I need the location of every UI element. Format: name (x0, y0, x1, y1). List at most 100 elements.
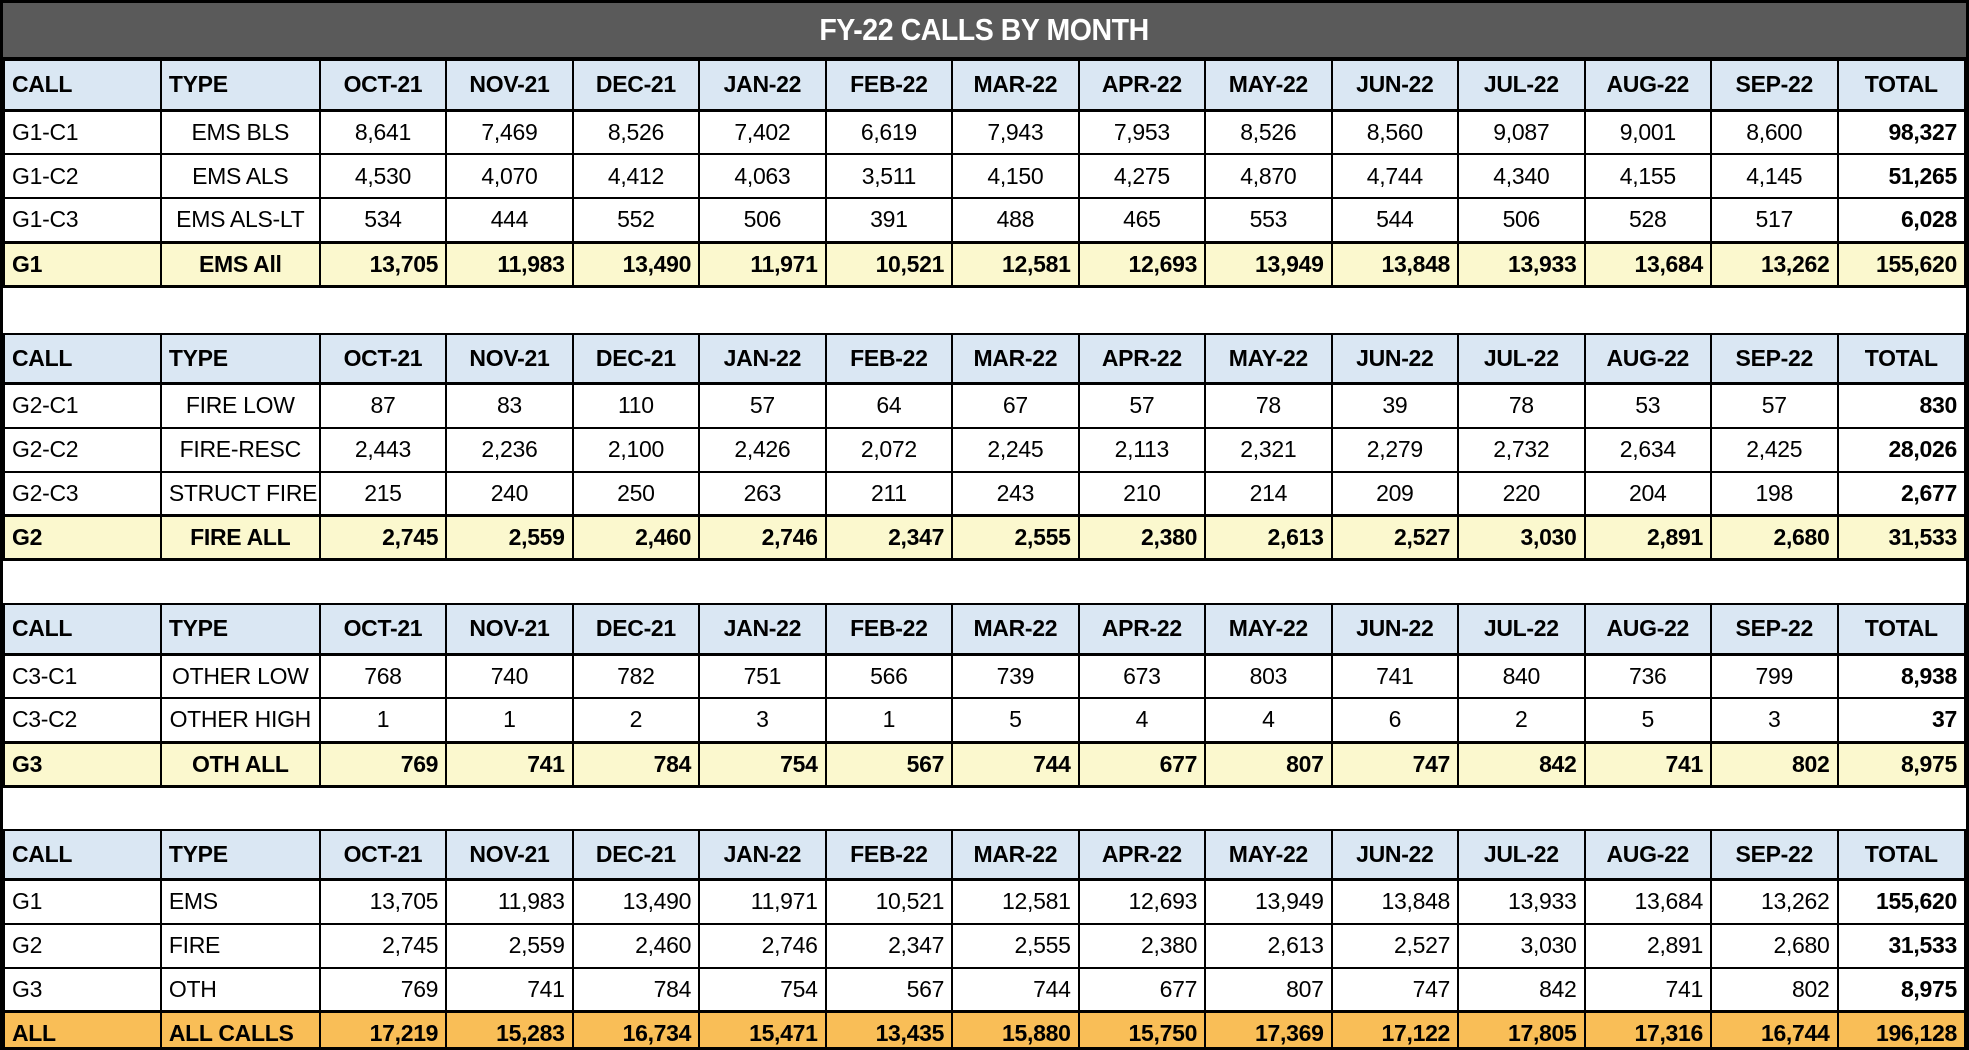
cell-dec-21: 2,100 (571, 426, 701, 473)
cell-call: G3 (3, 740, 162, 788)
cell-jul-22: 13,933 (1457, 878, 1586, 925)
cell-dec-21: 782 (571, 653, 701, 699)
col-header-total: TOTAL (1836, 59, 1966, 112)
cell-aug-22: 741 (1583, 966, 1713, 1013)
col-header-aug-22: AUG-22 (1583, 828, 1713, 881)
cell-jan-22: 11,971 (698, 240, 827, 288)
tables-container: CALL TYPE OCT-21 NOV-21 DEC-21 JAN-22 FEB-22 MA… (3, 59, 1966, 1047)
cell-jan-22: 751 (698, 653, 827, 699)
cell-mar-22: 5 (951, 697, 1080, 743)
cell-apr-22: 4,275 (1077, 153, 1207, 199)
section-gap (3, 787, 1966, 829)
cell-oct-21: 534 (318, 197, 448, 243)
cell-dec-21: 2 (571, 697, 701, 743)
cell-mar-22: 4,150 (951, 153, 1080, 199)
col-header-mar-22: MAR-22 (951, 603, 1080, 656)
cell-aug-22: 13,684 (1583, 240, 1713, 288)
col-header-type: TYPE (159, 332, 321, 385)
cell-may-22: 78 (1204, 382, 1333, 429)
cell-jun-22: 2,279 (1330, 426, 1460, 473)
calls-table-section-2: CALL TYPE OCT-21 NOV-21 DEC-21 JAN-22 FEB-22 MA… (3, 332, 1966, 561)
cell-oct-21: 87 (318, 382, 448, 429)
col-header-may-22: MAY-22 (1204, 332, 1333, 385)
table-row-g1-c3-s1: G1-C3 EMS ALS-LT 534 444 552 506 391 488 465 553 5… (3, 197, 1966, 243)
col-header-call: CALL (3, 828, 162, 881)
col-header-total: TOTAL (1836, 828, 1966, 881)
cell-mar-22: 15,880 (951, 1010, 1080, 1047)
cell-feb-22: 3,511 (824, 153, 954, 199)
cell-dec-21: 13,490 (571, 240, 701, 288)
cell-oct-21: 8,641 (318, 109, 448, 155)
cell-jul-22: 9,087 (1457, 109, 1586, 155)
cell-oct-21: 1 (318, 697, 448, 743)
header-row: CALL TYPE OCT-21 NOV-21 DEC-21 JAN-22 FEB-22 MA… (3, 828, 1966, 881)
cell-jan-22: 754 (698, 966, 827, 1013)
cell-call: G3 (3, 966, 162, 1013)
col-header-jan-22: JAN-22 (698, 828, 827, 881)
col-header-nov-21: NOV-21 (445, 828, 574, 881)
col-header-jun-22: JUN-22 (1330, 332, 1460, 385)
cell-jan-22: 15,471 (698, 1010, 827, 1047)
col-header-feb-22: FEB-22 (824, 603, 954, 656)
col-header-apr-22: APR-22 (1077, 603, 1207, 656)
table-row-c3-c2-s3: C3-C2 OTHER HIGH 1 1 2 3 1 5 4 4 6 2 5 3 37 (3, 697, 1966, 743)
cell-aug-22: 528 (1583, 197, 1713, 243)
cell-nov-21: 2,559 (445, 922, 574, 969)
col-header-call: CALL (3, 59, 162, 112)
cell-type: FIRE-RESC (159, 426, 321, 473)
cell-total: 51,265 (1836, 153, 1966, 199)
col-header-jul-22: JUL-22 (1457, 828, 1586, 881)
cell-type: OTHER LOW (159, 653, 321, 699)
cell-call: G2-C1 (3, 382, 162, 429)
cell-may-22: 4 (1204, 697, 1333, 743)
col-header-nov-21: NOV-21 (445, 59, 574, 112)
cell-jan-22: 2,746 (698, 922, 827, 969)
cell-type: EMS ALS (159, 153, 321, 199)
col-header-jun-22: JUN-22 (1330, 603, 1460, 656)
cell-jul-22: 220 (1457, 470, 1586, 517)
cell-total: 37 (1836, 697, 1966, 743)
cell-nov-21: 83 (445, 382, 574, 429)
cell-sep-22: 2,425 (1710, 426, 1839, 473)
col-header-jul-22: JUL-22 (1457, 332, 1586, 385)
cell-dec-21: 250 (571, 470, 701, 517)
cell-sep-22: 2,680 (1710, 514, 1839, 561)
cell-sep-22: 13,262 (1710, 878, 1839, 925)
cell-sep-22: 198 (1710, 470, 1839, 517)
cell-jul-22: 78 (1457, 382, 1586, 429)
cell-apr-22: 465 (1077, 197, 1207, 243)
cell-feb-22: 1 (824, 697, 954, 743)
cell-jan-22: 11,971 (698, 878, 827, 925)
cell-oct-21: 17,219 (318, 1010, 448, 1047)
cell-total: 6,028 (1836, 197, 1966, 243)
cell-call: G1-C3 (3, 197, 162, 243)
table-row-g2-c2-s2: G2-C2 FIRE-RESC 2,443 2,236 2,100 2,426 2,072 2… (3, 426, 1966, 473)
header-row: CALL TYPE OCT-21 NOV-21 DEC-21 JAN-22 FEB-22 MA… (3, 332, 1966, 385)
col-header-feb-22: FEB-22 (824, 332, 954, 385)
col-header-jul-22: JUL-22 (1457, 603, 1586, 656)
cell-jul-22: 2,732 (1457, 426, 1586, 473)
cell-feb-22: 2,347 (824, 514, 954, 561)
cell-aug-22: 2,891 (1583, 922, 1713, 969)
col-header-mar-22: MAR-22 (951, 828, 1080, 881)
cell-jul-22: 506 (1457, 197, 1586, 243)
cell-apr-22: 12,693 (1077, 878, 1207, 925)
cell-sep-22: 799 (1710, 653, 1839, 699)
cell-feb-22: 2,347 (824, 922, 954, 969)
col-header-jan-22: JAN-22 (698, 59, 827, 112)
cell-apr-22: 12,693 (1077, 240, 1207, 288)
cell-may-22: 553 (1204, 197, 1333, 243)
col-header-dec-21: DEC-21 (571, 828, 701, 881)
cell-type: OTH (159, 966, 321, 1013)
cell-dec-21: 4,412 (571, 153, 701, 199)
cell-apr-22: 677 (1077, 966, 1207, 1013)
cell-aug-22: 13,684 (1583, 878, 1713, 925)
col-header-apr-22: APR-22 (1077, 332, 1207, 385)
cell-jun-22: 747 (1330, 966, 1460, 1013)
cell-aug-22: 2,891 (1583, 514, 1713, 561)
cell-mar-22: 12,581 (951, 878, 1080, 925)
cell-call: G2 (3, 922, 162, 969)
col-header-mar-22: MAR-22 (951, 332, 1080, 385)
cell-aug-22: 17,316 (1583, 1010, 1713, 1047)
